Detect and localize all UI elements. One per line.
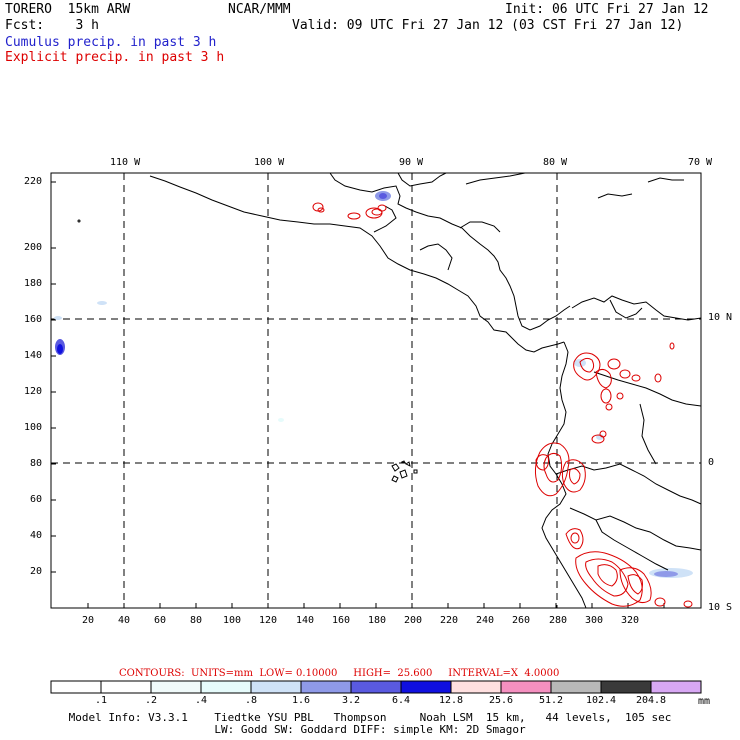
x-tick: 200	[404, 615, 423, 626]
x-tick: 60	[154, 615, 167, 626]
colorbar-label: 3.2	[341, 695, 361, 706]
colorbar-label: .2	[144, 695, 158, 706]
cumulus-precip-shading	[54, 191, 693, 578]
colorbar-label: .1	[94, 695, 108, 706]
x-tick: 280	[549, 615, 568, 626]
coastlines	[77, 172, 702, 609]
precip-colorbar	[50, 680, 702, 694]
lon-label-110w: 110 W	[110, 157, 141, 168]
model-info-line1: Model Info: V3.3.1 Tiedtke YSU PBL Thomp…	[68, 711, 672, 724]
colorbar-label: 1.6	[291, 695, 311, 706]
y-tick: 20	[30, 566, 43, 577]
center-name: NCAR/MMM	[228, 2, 291, 17]
y-tick: 200	[24, 242, 43, 253]
colorbar-units: mm	[697, 696, 711, 707]
x-tick: 140	[296, 615, 315, 626]
model-info-line2: LW: Godd SW: Goddard DIFF: simple KM: 2D…	[214, 723, 526, 736]
forecast-hour: Fcst: 3 h	[5, 18, 99, 33]
x-tick: 260	[512, 615, 531, 626]
x-tick: 120	[259, 615, 278, 626]
model-name: TORERO 15km ARW	[5, 2, 131, 17]
y-tick: 220	[24, 176, 43, 187]
graticule	[51, 173, 701, 608]
lon-label-90w: 90 W	[399, 157, 424, 168]
colorbar-label: .8	[244, 695, 258, 706]
lon-label-80w: 80 W	[543, 157, 568, 168]
y-tick: 100	[24, 422, 43, 433]
x-tick: 240	[476, 615, 495, 626]
colorbar-label: 204.8	[635, 695, 667, 706]
y-tick: 140	[24, 350, 43, 361]
y-tick: 80	[30, 458, 43, 469]
field-cumulus-label: Cumulus precip. in past 3 h	[5, 35, 217, 50]
y-ticks	[51, 181, 56, 573]
colorbar-label: 102.4	[585, 695, 617, 706]
x-tick: 220	[440, 615, 459, 626]
valid-time: Valid: 09 UTC Fri 27 Jan 12 (03 CST Fri …	[292, 18, 684, 33]
contour-info: CONTOURS: UNITS=mm LOW= 0.10000 HIGH= 25…	[119, 668, 560, 679]
init-time: Init: 06 UTC Fri 27 Jan 12	[505, 2, 709, 17]
x-tick: 40	[118, 615, 131, 626]
lat-label-10n: 10 N	[708, 312, 733, 323]
x-tick: 20	[82, 615, 95, 626]
colorbar-label: 6.4	[391, 695, 411, 706]
field-explicit-label: Explicit precip. in past 3 h	[5, 50, 225, 65]
x-tick: 300	[585, 615, 604, 626]
y-tick: 160	[24, 314, 43, 325]
y-tick: 60	[30, 494, 43, 505]
lat-label-0: 0	[708, 457, 715, 468]
colorbar-label: 51.2	[538, 695, 564, 706]
x-tick: 180	[368, 615, 387, 626]
x-tick: 100	[223, 615, 242, 626]
lon-label-100w: 100 W	[254, 157, 285, 168]
colorbar-label: 12.8	[438, 695, 464, 706]
y-tick: 40	[30, 530, 43, 541]
explicit-precip-contours	[312, 202, 693, 608]
x-tick: 320	[621, 615, 640, 626]
lat-label-10s: 10 S	[708, 602, 733, 613]
lon-label-70w: 70 W	[688, 157, 713, 168]
colorbar-label: .4	[194, 695, 208, 706]
y-tick: 120	[24, 386, 43, 397]
colorbar-label: 25.6	[488, 695, 514, 706]
x-tick: 80	[190, 615, 203, 626]
y-tick: 180	[24, 278, 43, 289]
x-tick: 160	[332, 615, 351, 626]
map-frame	[50, 172, 702, 609]
